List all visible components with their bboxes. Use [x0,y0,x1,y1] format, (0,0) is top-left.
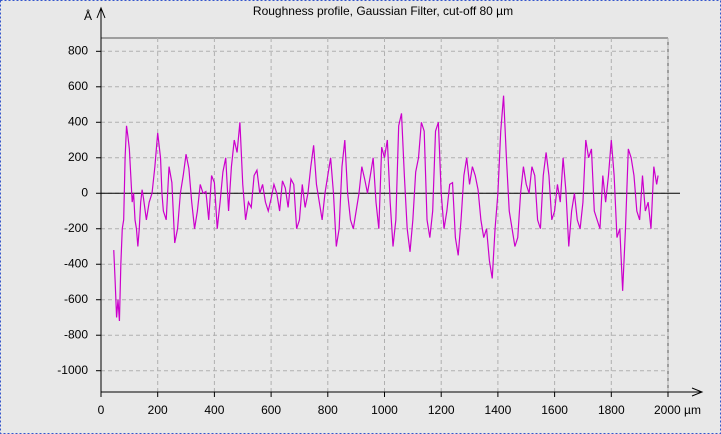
x-tick-label: 600 [261,403,281,417]
y-tick-label: -200 [64,221,88,235]
chart-title: Roughness profile, Gaussian Filter, cut-… [253,4,513,18]
x-tick-label: 1800 [598,403,625,417]
x-tick-label: 1600 [541,403,568,417]
profile-line [113,95,659,322]
x-tick-label: 1400 [485,403,512,417]
x-tick-label: 800 [318,403,338,417]
y-tick-label: 0 [81,185,88,199]
y-tick-label: 800 [68,43,88,57]
x-tick-label: 400 [204,403,224,417]
y-axis-arrow [96,6,106,19]
x-axis-arrow [691,387,704,397]
x-tick-label: 200 [148,403,168,417]
x-tick-label: 1200 [428,403,455,417]
y-tick-label: -800 [64,327,88,341]
y-tick-label: -400 [64,256,88,270]
y-tick-label: 600 [68,79,88,93]
x-tick-label: 2000 µm [654,403,701,417]
y-axis-label: Å [84,8,92,23]
x-tick-label: 1000 [371,403,398,417]
y-tick-label: -600 [64,292,88,306]
y-tick-label: -1000 [57,363,88,377]
y-tick-label: 200 [68,150,88,164]
x-tick-label: 0 [98,403,105,417]
y-tick-label: 400 [68,114,88,128]
